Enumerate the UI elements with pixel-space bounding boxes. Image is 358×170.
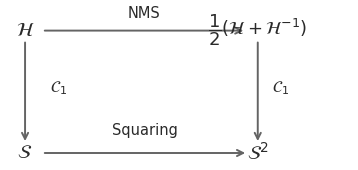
Text: $\mathcal{C}_1$: $\mathcal{C}_1$ xyxy=(272,80,289,97)
Text: NMS: NMS xyxy=(128,6,160,21)
Text: $\mathcal{S}$: $\mathcal{S}$ xyxy=(18,143,33,163)
Text: $\mathcal{H}$: $\mathcal{H}$ xyxy=(16,21,34,40)
Text: $\mathcal{C}_1$: $\mathcal{C}_1$ xyxy=(50,80,67,97)
Text: $\dfrac{1}{2}\left(\mathcal{H} + \mathcal{H}^{-1}\right)$: $\dfrac{1}{2}\left(\mathcal{H} + \mathca… xyxy=(208,13,308,48)
Text: $\mathcal{S}^2$: $\mathcal{S}^2$ xyxy=(247,142,268,164)
Text: Squaring: Squaring xyxy=(112,123,178,138)
